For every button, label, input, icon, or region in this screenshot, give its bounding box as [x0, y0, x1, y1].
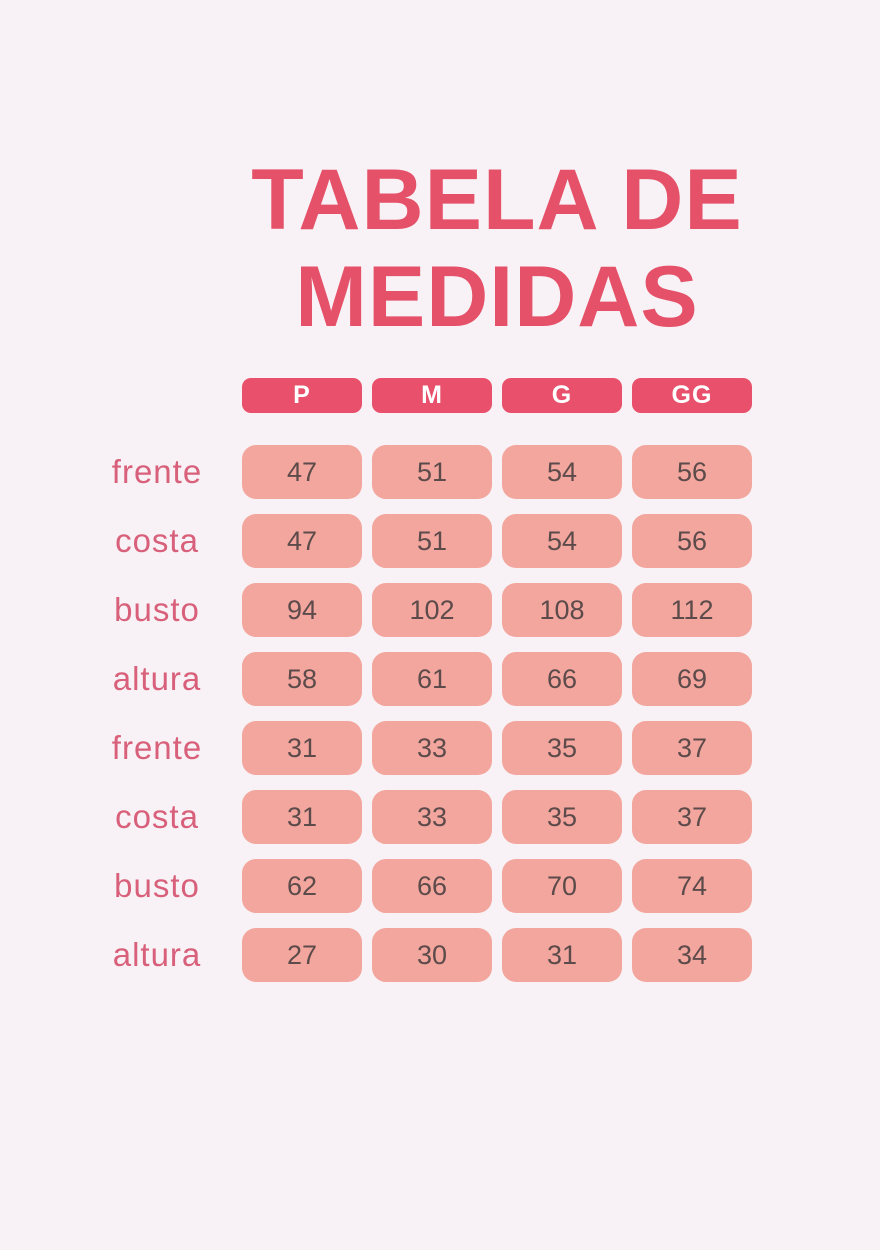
- value-cell: 27: [242, 928, 362, 982]
- value-cell: 56: [632, 514, 752, 568]
- value-cell: 102: [372, 583, 492, 637]
- size-header-row: P M G GG: [242, 378, 752, 413]
- value-cell: 31: [242, 790, 362, 844]
- value-cell: 62: [242, 859, 362, 913]
- value-cell: 108: [502, 583, 622, 637]
- row-label: costa: [115, 798, 199, 835]
- measurement-table-body: frente 47 51 54 56 costa 47 51 54 56 bus…: [82, 445, 752, 982]
- size-header-m: M: [372, 378, 492, 413]
- row-label: frente: [111, 453, 203, 490]
- value-cell: 54: [502, 445, 622, 499]
- table-row: altura 58 61 66 69: [82, 652, 752, 706]
- value-cell: 47: [242, 445, 362, 499]
- value-cell: 35: [502, 721, 622, 775]
- row-label: altura: [112, 660, 202, 697]
- table-row: costa 47 51 54 56: [82, 514, 752, 568]
- value-cell: 66: [372, 859, 492, 913]
- value-cell: 70: [502, 859, 622, 913]
- table-row: busto 62 66 70 74: [82, 859, 752, 913]
- page-title: TABELA DE MEDIDAS: [222, 152, 772, 346]
- value-cell: 61: [372, 652, 492, 706]
- value-cell: 74: [632, 859, 752, 913]
- value-cell: 112: [632, 583, 752, 637]
- table-row: frente 47 51 54 56: [82, 445, 752, 499]
- value-cell: 51: [372, 445, 492, 499]
- row-label: frente: [111, 729, 203, 766]
- value-cell: 35: [502, 790, 622, 844]
- table-row: altura 27 30 31 34: [82, 928, 752, 982]
- value-cell: 51: [372, 514, 492, 568]
- row-label: busto: [114, 591, 200, 628]
- value-cell: 30: [372, 928, 492, 982]
- table-row: costa 31 33 35 37: [82, 790, 752, 844]
- value-cell: 33: [372, 790, 492, 844]
- size-header-gg: GG: [632, 378, 752, 413]
- value-cell: 34: [632, 928, 752, 982]
- table-row: busto 94 102 108 112: [82, 583, 752, 637]
- value-cell: 94: [242, 583, 362, 637]
- value-cell: 54: [502, 514, 622, 568]
- value-cell: 47: [242, 514, 362, 568]
- value-cell: 56: [632, 445, 752, 499]
- value-cell: 33: [372, 721, 492, 775]
- value-cell: 37: [632, 721, 752, 775]
- row-label: busto: [114, 867, 200, 904]
- value-cell: 37: [632, 790, 752, 844]
- value-cell: 66: [502, 652, 622, 706]
- size-header-g: G: [502, 378, 622, 413]
- row-label: altura: [112, 936, 202, 973]
- value-cell: 69: [632, 652, 752, 706]
- value-cell: 58: [242, 652, 362, 706]
- value-cell: 31: [242, 721, 362, 775]
- table-row: frente 31 33 35 37: [82, 721, 752, 775]
- page-title-line-2: MEDIDAS: [295, 249, 699, 345]
- page-title-line-1: TABELA DE: [251, 152, 743, 248]
- row-label: costa: [115, 522, 199, 559]
- value-cell: 31: [502, 928, 622, 982]
- size-header-p: P: [242, 378, 362, 413]
